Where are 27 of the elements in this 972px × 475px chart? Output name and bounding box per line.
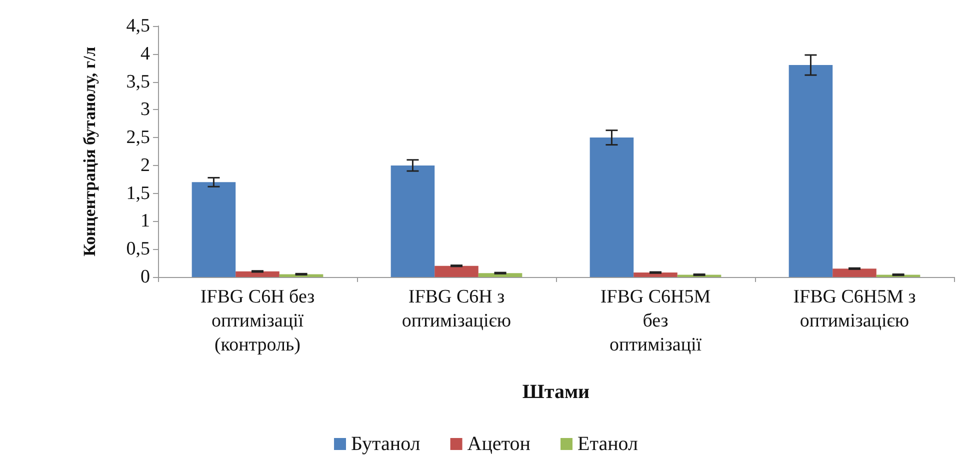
y-tick-label: 3 [140,99,150,120]
x-tick-label: IFBG C6H5M без оптимізації [600,286,711,356]
x-tick-label: IFBG C6H з оптимізацією [402,286,512,332]
y-tick-label: 2 [140,154,150,176]
bar [390,165,435,277]
bar [236,271,280,277]
y-tick-label: 3,5 [126,71,150,92]
y-tick-label: 0,5 [126,238,150,260]
x-tick-label: IFBG C6H5M з оптимізацією [793,286,916,332]
legend-label: Етанол [577,433,638,455]
bar [590,138,634,277]
y-tick-label: 1 [140,210,150,232]
y-tick-label: 4,5 [126,16,150,36]
y-tick-label: 0 [140,266,150,288]
x-tick-label: IFBG C6H без оптимізації (контроль) [200,286,315,356]
bar [192,182,236,277]
bar [788,65,833,277]
x-axis-title: Штами [522,381,590,403]
legend-label: Ацетон [467,433,531,455]
bar [634,272,678,277]
bar [434,266,478,277]
y-tick-label: 4 [140,43,150,64]
bar [832,268,876,277]
y-axis-title: Концентрація бутанолу, г/л [80,46,99,256]
y-tick-label: 1,5 [126,182,150,204]
legend-label: Бутанол [351,433,420,455]
y-tick-label: 2,5 [126,127,150,148]
